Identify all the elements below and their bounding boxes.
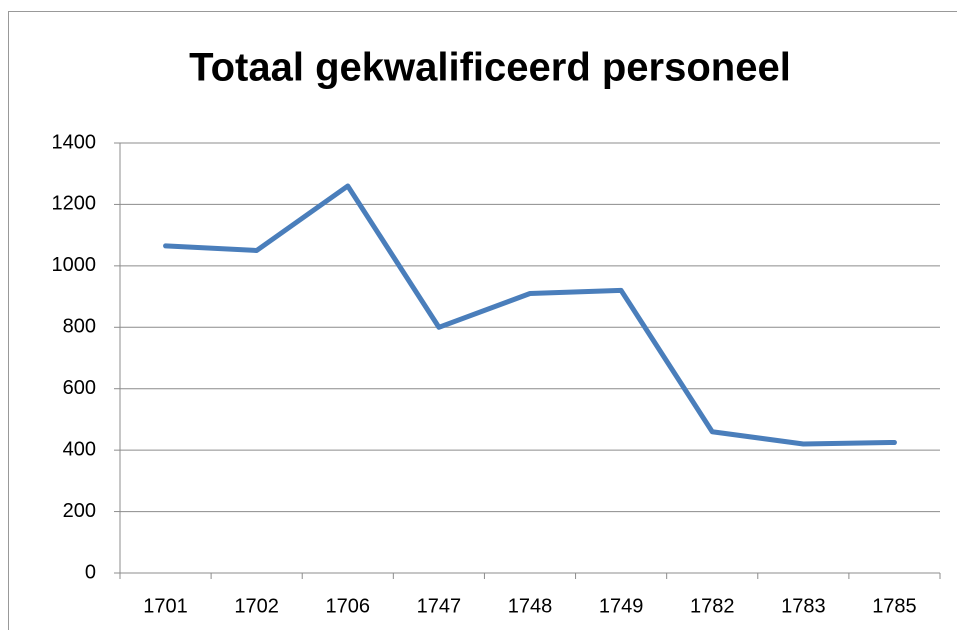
y-tick-label: 600 — [63, 377, 96, 399]
chart-frame — [8, 11, 957, 630]
x-tick-label: 1785 — [872, 595, 917, 617]
chart-title: Totaal gekwalificeerd personeel — [189, 46, 791, 90]
y-tick-label: 0 — [85, 561, 96, 583]
x-tick-label: 1748 — [508, 595, 553, 617]
data-line — [163, 183, 897, 447]
x-tick-label: 1701 — [143, 595, 188, 617]
x-tick-label: 1706 — [326, 595, 371, 617]
x-tick-label: 1747 — [417, 595, 462, 617]
y-tick-label: 1400 — [52, 131, 97, 153]
x-tick-label: 1782 — [690, 595, 735, 617]
y-tick-label: 400 — [63, 438, 96, 460]
y-tick-label: 200 — [63, 500, 96, 522]
y-tick-label: 800 — [63, 316, 96, 338]
y-tick-label: 1000 — [52, 254, 97, 276]
x-tick-label: 1702 — [234, 595, 279, 617]
x-tick-label: 1749 — [599, 595, 644, 617]
y-tick-label: 1200 — [52, 193, 97, 215]
x-tick-label: 1783 — [781, 595, 826, 617]
